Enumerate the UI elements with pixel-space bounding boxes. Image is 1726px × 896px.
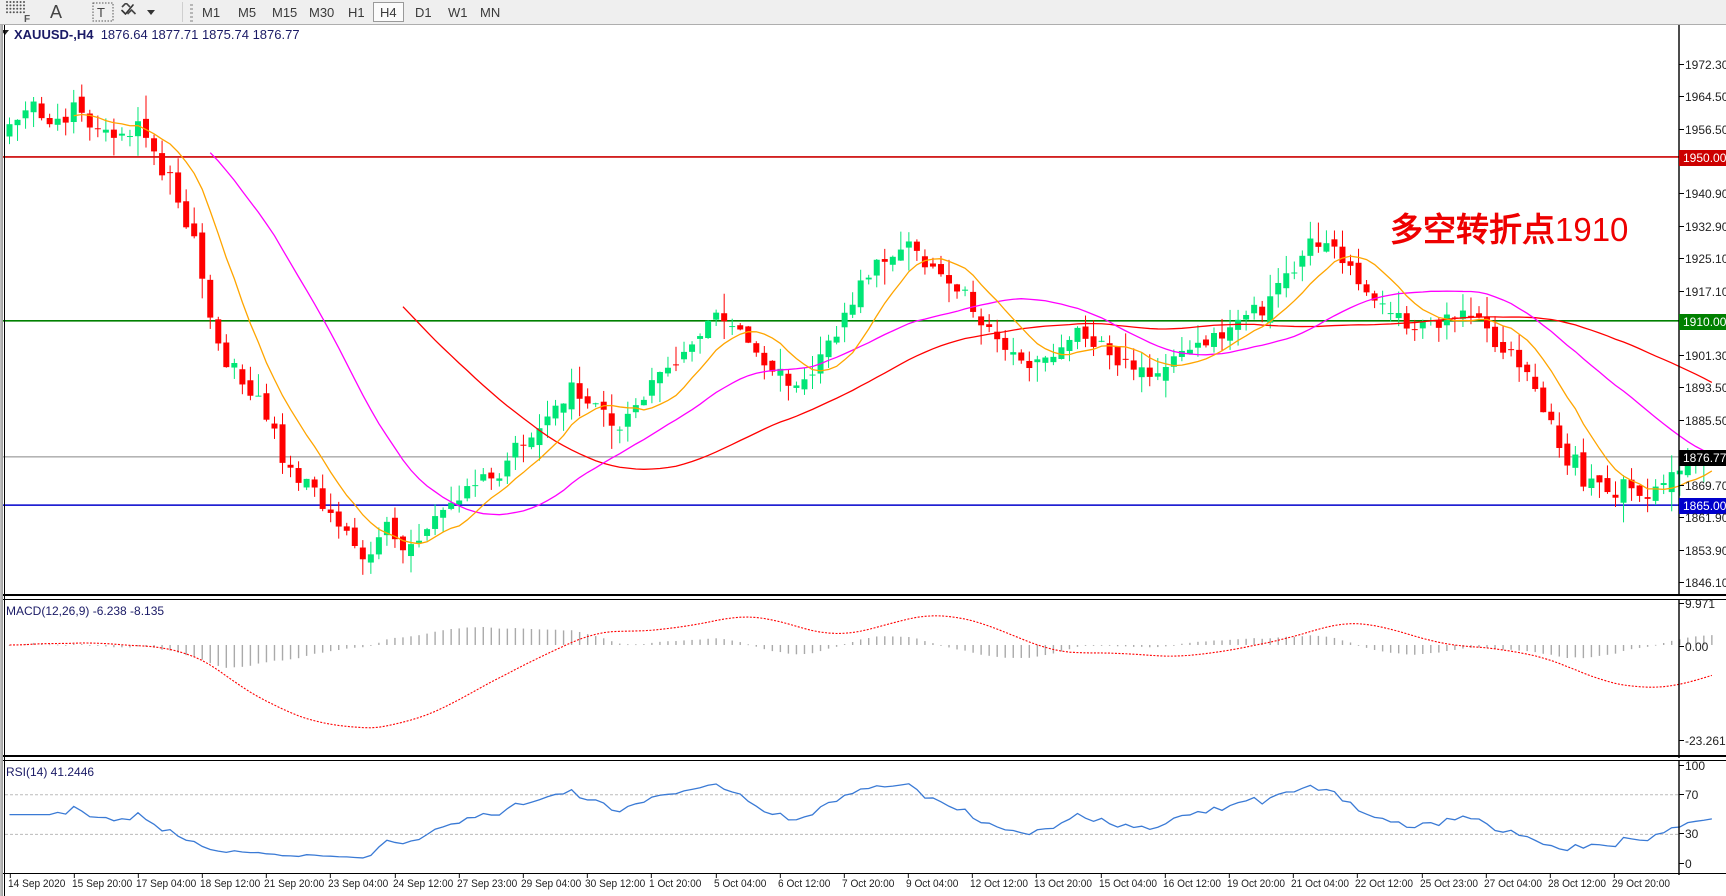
svg-text:T: T	[97, 5, 105, 20]
svg-text:F: F	[24, 14, 30, 25]
